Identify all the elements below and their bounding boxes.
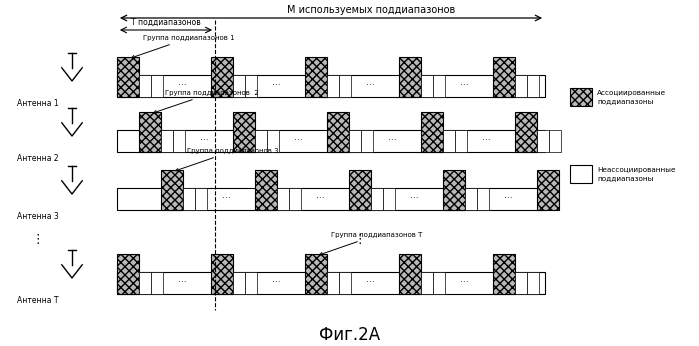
Text: М используемых поддиапазонов: М используемых поддиапазонов xyxy=(287,5,455,15)
Text: ···: ··· xyxy=(410,194,418,203)
Text: ···: ··· xyxy=(272,279,280,288)
Text: ···: ··· xyxy=(504,194,512,203)
Bar xyxy=(195,188,207,210)
Text: ···: ··· xyxy=(178,279,187,288)
Text: ···: ··· xyxy=(366,82,374,91)
Bar xyxy=(339,75,351,97)
Bar xyxy=(267,130,279,152)
Bar xyxy=(277,188,289,210)
Bar xyxy=(349,130,361,152)
Text: ···: ··· xyxy=(178,82,187,91)
Bar xyxy=(183,188,195,210)
Bar xyxy=(305,254,327,294)
Bar xyxy=(151,75,163,97)
Bar xyxy=(549,130,561,152)
Text: Антенна 1: Антенна 1 xyxy=(17,99,59,108)
Bar xyxy=(255,130,267,152)
Bar xyxy=(570,165,592,183)
Text: Неассоциированные
поддиапазоны: Неассоциированные поддиапазоны xyxy=(597,167,675,181)
Bar xyxy=(233,272,245,294)
Bar xyxy=(399,254,421,294)
Bar xyxy=(233,75,245,97)
Bar xyxy=(371,188,383,210)
Bar xyxy=(255,170,277,210)
Text: ⋮: ⋮ xyxy=(354,234,366,246)
Bar xyxy=(211,57,233,97)
Bar xyxy=(477,188,489,210)
Bar xyxy=(515,272,527,294)
Text: ···: ··· xyxy=(460,82,468,91)
Bar xyxy=(537,130,549,152)
Bar xyxy=(465,188,477,210)
Text: Антенна 2: Антенна 2 xyxy=(17,154,59,163)
Bar xyxy=(361,130,373,152)
Bar xyxy=(421,272,433,294)
Text: ···: ··· xyxy=(200,137,208,146)
Text: ···: ··· xyxy=(294,137,302,146)
Text: Т поддиапазонов: Т поддиапазонов xyxy=(131,18,201,27)
Bar xyxy=(139,75,151,97)
Bar xyxy=(305,57,327,97)
Bar xyxy=(139,112,161,152)
Text: Антенна 3: Антенна 3 xyxy=(17,212,59,221)
Text: ···: ··· xyxy=(482,137,490,146)
Bar xyxy=(117,57,139,97)
Bar xyxy=(117,188,545,210)
Bar xyxy=(443,130,455,152)
Bar xyxy=(173,130,185,152)
Text: Группа поддиапазонов 3: Группа поддиапазонов 3 xyxy=(175,148,279,171)
Bar xyxy=(383,188,395,210)
Bar xyxy=(139,272,151,294)
Text: ···: ··· xyxy=(460,279,468,288)
Bar xyxy=(245,272,257,294)
Text: ···: ··· xyxy=(222,194,230,203)
Bar xyxy=(117,130,545,152)
Bar xyxy=(570,88,592,106)
Text: Фиг.2А: Фиг.2А xyxy=(319,326,380,344)
Bar xyxy=(515,75,527,97)
Text: ···: ··· xyxy=(316,194,324,203)
Bar xyxy=(443,170,465,210)
Text: ⋮: ⋮ xyxy=(31,234,44,246)
Text: Антенна T: Антенна T xyxy=(17,296,59,305)
Bar xyxy=(433,272,445,294)
Bar xyxy=(117,75,545,97)
Bar xyxy=(421,75,433,97)
Text: Ассоциированные
поддиапазоны: Ассоциированные поддиапазоны xyxy=(597,90,666,104)
Text: Группа поддиапазонов  2: Группа поддиапазонов 2 xyxy=(154,90,259,113)
Bar xyxy=(211,254,233,294)
Bar xyxy=(151,272,163,294)
Bar xyxy=(245,75,257,97)
Bar xyxy=(527,272,539,294)
Bar xyxy=(493,57,515,97)
Bar xyxy=(327,272,339,294)
Bar xyxy=(515,112,537,152)
Bar xyxy=(433,75,445,97)
Text: ···: ··· xyxy=(272,82,280,91)
Text: Группа поддиапазонов T: Группа поддиапазонов T xyxy=(319,232,422,255)
Text: ···: ··· xyxy=(388,137,396,146)
Text: ···: ··· xyxy=(366,279,374,288)
Bar xyxy=(117,272,545,294)
Bar xyxy=(117,254,139,294)
Bar xyxy=(161,170,183,210)
Text: Группа поддиапазонов 1: Группа поддиапазонов 1 xyxy=(131,35,235,58)
Bar xyxy=(161,130,173,152)
Bar xyxy=(339,272,351,294)
Bar xyxy=(233,112,255,152)
Bar xyxy=(455,130,467,152)
Bar xyxy=(527,75,539,97)
Bar xyxy=(349,170,371,210)
Bar xyxy=(399,57,421,97)
Bar xyxy=(327,75,339,97)
Bar xyxy=(493,254,515,294)
Bar xyxy=(537,170,559,210)
Bar xyxy=(421,112,443,152)
Bar xyxy=(327,112,349,152)
Bar xyxy=(289,188,301,210)
